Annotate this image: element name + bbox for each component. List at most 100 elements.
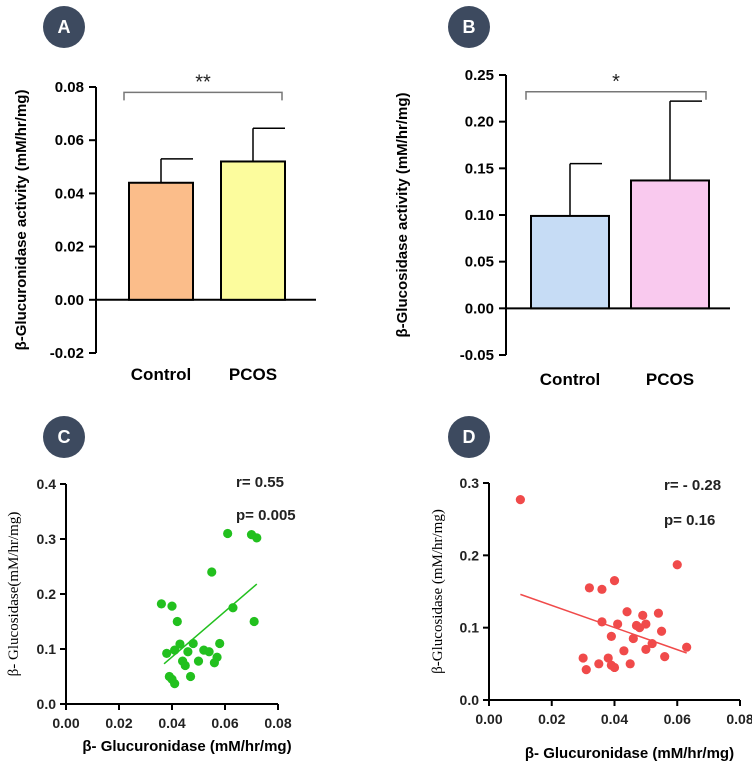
y-axis-title: β- Glucosidase(mM/hr/mg)	[6, 512, 22, 677]
x-axis-title: β- Glucuronidase (mM/hr/mg)	[82, 738, 291, 755]
y-tick-label: 0.06	[55, 132, 84, 149]
data-point	[188, 638, 198, 649]
y-tick-label: 0.10	[465, 207, 494, 224]
data-point	[249, 616, 259, 627]
data-point	[212, 652, 222, 662]
significance-label: *	[612, 71, 620, 93]
data-point	[609, 576, 620, 586]
y-tick-label: 0.04	[55, 185, 85, 202]
category-label: Control	[540, 370, 600, 389]
panel-badge-label: D	[463, 427, 476, 447]
data-point	[204, 647, 214, 657]
data-point	[180, 660, 190, 671]
y-tick-label: 0.1	[37, 641, 57, 657]
data-point	[215, 638, 225, 649]
data-point	[653, 608, 664, 618]
y-tick-label: 0.02	[55, 239, 84, 256]
x-tick-label: 0.08	[264, 715, 291, 731]
panel-badge-label: C	[58, 427, 71, 447]
x-tick-label: 0.08	[726, 711, 752, 727]
data-point	[682, 642, 692, 652]
x-tick-label: 0.06	[211, 715, 238, 731]
significance-label: **	[195, 71, 211, 93]
y-tick-label: 0.00	[465, 300, 494, 317]
data-point	[172, 616, 182, 627]
x-tick-label: 0.02	[538, 711, 565, 727]
data-point	[193, 656, 204, 666]
y-tick-label: -0.02	[50, 345, 84, 362]
x-tick-label: 0.02	[105, 715, 132, 731]
x-tick-label: 0.00	[475, 711, 502, 727]
data-point	[638, 610, 648, 620]
data-point	[515, 495, 525, 505]
data-point	[647, 638, 657, 649]
panel-badge-a	[43, 6, 85, 48]
data-point	[597, 617, 607, 627]
p-value-label: p= 0.005	[236, 507, 296, 524]
data-point	[162, 648, 172, 659]
data-point	[641, 619, 651, 629]
x-tick-label: 0.04	[601, 711, 628, 727]
bar-control	[530, 214, 610, 310]
data-point	[228, 603, 238, 613]
data-point	[185, 671, 196, 682]
panel-badge-label: B	[463, 17, 476, 37]
x-tick-label: 0.04	[158, 715, 185, 731]
data-point	[597, 584, 607, 594]
data-point	[660, 652, 670, 662]
data-point	[628, 633, 638, 644]
data-point	[183, 647, 193, 657]
r-value-label: r= - 0.28	[664, 477, 721, 494]
y-tick-label: 0.1	[460, 620, 480, 636]
bar-pcos	[630, 179, 710, 310]
x-tick-label: 0.00	[52, 715, 79, 731]
y-tick-label: 0.20	[465, 114, 494, 131]
y-axis-title: β-Glucosidase (mM/hr/mg)	[430, 509, 446, 674]
category-label: Control	[131, 365, 191, 384]
y-tick-label: 0.0	[460, 692, 480, 708]
y-tick-label: 0.25	[465, 67, 494, 84]
y-tick-label: 0.05	[465, 254, 494, 271]
panel-a: A -0.02 0.00 0.02 0.04 0.06 0.08 Control PCOS ** β…	[13, 6, 316, 384]
y-tick-label: 0.15	[465, 160, 494, 177]
data-point	[603, 653, 613, 663]
data-point	[641, 644, 651, 654]
data-point	[170, 679, 180, 689]
category-label: PCOS	[229, 365, 277, 384]
r-value-label: r= 0.55	[236, 474, 284, 491]
y-tick-label: 0.0	[37, 696, 57, 712]
panel-badge-label: A	[58, 17, 71, 37]
p-value-label: p= 0.16	[664, 512, 715, 529]
y-tick-label: 0.3	[37, 531, 57, 547]
data-point	[581, 665, 591, 675]
data-point	[594, 659, 604, 669]
y-axis-title: β-Glucosidase activity (mM/hr/mg)	[394, 92, 411, 337]
panel-c: C 0.0 0.1 0.2 0.3 0.4 0.00 0.02 0.04 0.06 0.08 r= 0…	[6, 416, 296, 755]
category-label: PCOS	[646, 370, 694, 389]
y-tick-label: 0.08	[55, 79, 84, 96]
data-point	[672, 560, 682, 570]
regression-line	[163, 583, 258, 665]
data-point	[170, 645, 180, 655]
panel-badge-d	[448, 416, 490, 458]
data-point	[156, 599, 166, 609]
panel-badge-b	[448, 6, 490, 48]
bar-control	[128, 181, 194, 301]
panel-d: D 0.0 0.1 0.2 0.3 0.00 0.02 0.04 0.06 0.08 r= - 0.…	[430, 416, 752, 762]
panel-b: B -0.05 0.00 0.05 0.10 0.15 0.20 0.25 Control PCO…	[394, 6, 730, 389]
data-point	[584, 583, 595, 593]
panel-badge-c	[43, 416, 85, 458]
y-tick-label: 0.4	[37, 476, 57, 492]
data-point	[167, 601, 177, 611]
data-point	[606, 631, 616, 641]
data-point	[625, 659, 635, 669]
significance-bracket	[123, 91, 283, 101]
y-tick-label: 0.2	[37, 586, 57, 602]
y-tick-label: 0.3	[460, 475, 480, 491]
x-tick-label: 0.06	[664, 711, 691, 727]
data-point	[622, 607, 632, 617]
data-point	[609, 662, 620, 673]
y-tick-label: 0.00	[55, 292, 84, 309]
data-point	[578, 653, 588, 663]
